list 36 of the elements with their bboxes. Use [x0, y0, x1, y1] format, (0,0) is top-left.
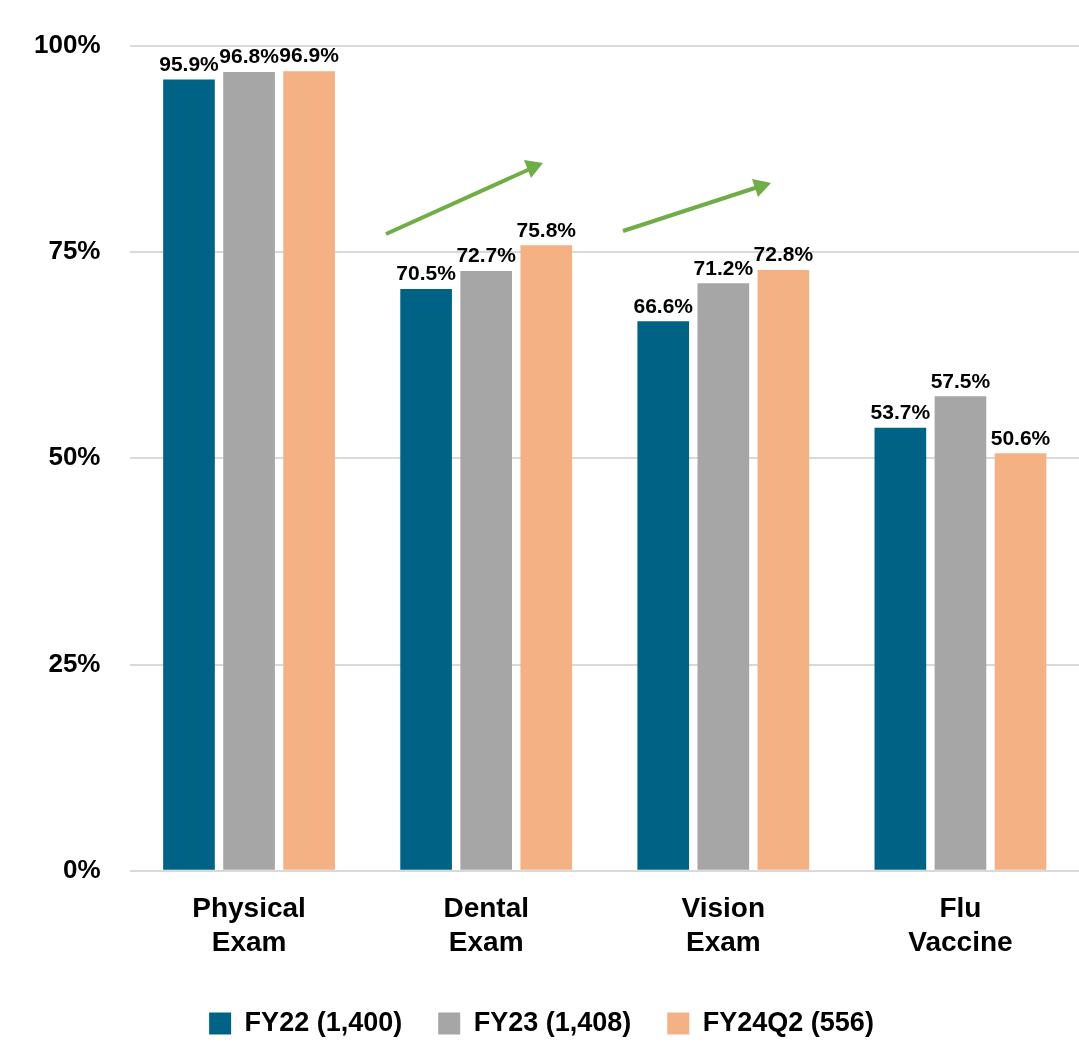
- bar: [874, 427, 927, 870]
- x-tick-label: Dental Exam: [443, 892, 529, 957]
- y-tick-label: 25%: [48, 647, 101, 678]
- bar: [223, 72, 275, 870]
- bar: [460, 270, 513, 870]
- bar: [637, 321, 690, 870]
- bar: [283, 71, 335, 870]
- data-label: 75.8%: [516, 217, 577, 241]
- bar: [994, 453, 1047, 870]
- bar: [163, 79, 215, 870]
- y-tick-label: 50%: [48, 441, 101, 472]
- bar: [934, 396, 987, 870]
- data-label: 66.6%: [633, 293, 694, 317]
- bar: [400, 289, 452, 870]
- bar: [697, 283, 750, 870]
- y-tick-label: 0%: [62, 853, 101, 884]
- legend-label: FY22 (1,400): [244, 1006, 403, 1037]
- x-tick-label: Flu Vaccine: [908, 892, 1013, 957]
- bar: [757, 270, 810, 870]
- data-label: 95.9%: [159, 51, 220, 75]
- data-label: 50.6%: [990, 425, 1051, 449]
- legend-label: FY24Q2 (556): [702, 1006, 874, 1037]
- data-label: 72.8%: [753, 242, 814, 266]
- data-label: 71.2%: [693, 255, 754, 279]
- data-label: 70.5%: [396, 261, 457, 285]
- x-tick-label: Vision Exam: [681, 892, 766, 957]
- x-tick-label: Physical Exam: [192, 892, 306, 957]
- y-tick-label: 100%: [34, 28, 101, 59]
- data-label: 96.8%: [219, 44, 280, 68]
- bar: [520, 245, 573, 870]
- data-label: 53.7%: [870, 399, 931, 423]
- data-label: 57.5%: [930, 368, 991, 392]
- y-tick-label: 75%: [48, 235, 101, 266]
- legend-label: FY23 (1,408): [473, 1006, 632, 1037]
- data-label: 96.9%: [279, 43, 340, 67]
- data-label: 72.7%: [456, 243, 517, 267]
